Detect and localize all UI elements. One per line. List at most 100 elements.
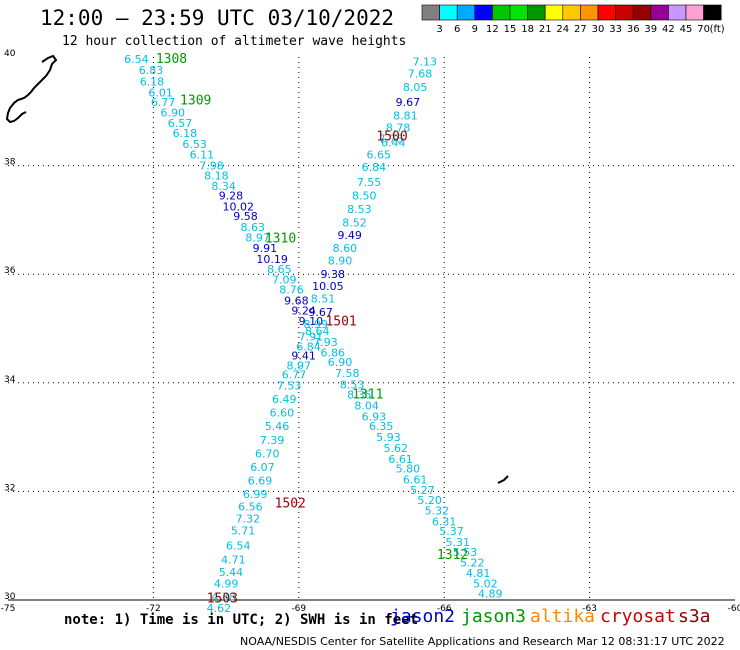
figure-title: 12:00 – 23:59 UTC 03/10/2022 bbox=[40, 6, 395, 30]
swh-value-label: 6.18 bbox=[140, 75, 165, 88]
colorbar-tick-label: 70 bbox=[697, 24, 710, 35]
swh-value-label: 5.44 bbox=[219, 566, 244, 579]
swh-value-label: 6.31 bbox=[432, 515, 457, 528]
swh-value-label: 8.60 bbox=[333, 242, 358, 255]
track-labels-layer: 1308 1309 1310 1311 1312 1500 1501 1502 1503 bbox=[156, 52, 468, 606]
coastline-island-dot bbox=[497, 475, 509, 484]
track-time-label: 1311 bbox=[352, 388, 383, 403]
colorbar-tick-label: 30 bbox=[592, 24, 605, 35]
swh-value-label: 6.90 bbox=[328, 356, 353, 369]
swh-value-label: 6.57 bbox=[168, 117, 193, 130]
swh-value-label: 7.98 bbox=[199, 160, 224, 173]
swh-value-label: 9.91 bbox=[253, 242, 278, 255]
colorbar-tick-label: 9 bbox=[472, 24, 478, 35]
colorbar-swatch bbox=[456, 4, 476, 21]
swh-value-label: 6.99 bbox=[243, 488, 268, 501]
colorbar-swatch bbox=[474, 4, 493, 21]
swh-value-label: 6.35 bbox=[369, 420, 394, 433]
swh-value-label: 6.60 bbox=[270, 407, 295, 420]
colorbar-swatch bbox=[509, 4, 528, 21]
swh-value-label: 9.67 bbox=[308, 306, 333, 319]
swh-value-label: 9.58 bbox=[233, 210, 258, 223]
colorbar-tick-label: 42 bbox=[662, 24, 675, 35]
swh-value-label: 9.67 bbox=[396, 96, 421, 109]
colorbar-swatch bbox=[650, 4, 669, 21]
swh-value-label: 9.10 bbox=[299, 315, 324, 328]
swh-value-label: 8.97 bbox=[245, 231, 270, 244]
swh-value-label: 8.05 bbox=[403, 81, 428, 94]
swh-value-label: 7.68 bbox=[408, 67, 433, 80]
swh-value-label: 7.58 bbox=[335, 367, 360, 380]
swh-colorbar: 3 6 9 12 15 18 21 24 27 30 33 36 39 42 45 70 (ft) bbox=[421, 4, 725, 35]
track-time-label: 1310 bbox=[265, 231, 296, 246]
swh-value-label: 9.28 bbox=[219, 189, 244, 202]
swh-value-label: 5.37 bbox=[439, 525, 464, 538]
colorbar-tick-label: 21 bbox=[539, 24, 552, 35]
satellite-legend-cryosat: cryosat bbox=[600, 606, 676, 627]
swh-value-label: 5.20 bbox=[417, 494, 442, 507]
swh-value-label: 10.19 bbox=[256, 253, 288, 266]
swh-value-label: 6.83 bbox=[139, 64, 164, 77]
colorbar-swatch bbox=[527, 4, 546, 21]
colorbar-swatch bbox=[421, 4, 440, 21]
swh-value-label: 9.68 bbox=[284, 294, 309, 307]
swh-value-label: 8.53 bbox=[340, 378, 365, 391]
lat-tick-label: 40 bbox=[4, 49, 16, 59]
swh-value-label: 7.55 bbox=[357, 176, 382, 189]
colorbar-swatch bbox=[439, 4, 458, 21]
swh-value-label: 5.02 bbox=[473, 578, 498, 591]
axis-tick-labels: -75 -72 -69 -66 -63 -60 40 38 36 34 32 30 bbox=[1, 49, 740, 614]
swh-value-label: 8.04 bbox=[354, 400, 379, 413]
colorbar-swatch bbox=[685, 4, 704, 21]
swh-value-label: 10.02 bbox=[222, 200, 254, 213]
colorbar-tick-label: 33 bbox=[609, 24, 622, 35]
swh-value-label: 5.27 bbox=[410, 484, 435, 497]
swh-value-label: 9.38 bbox=[320, 268, 345, 281]
colorbar-swatch bbox=[580, 4, 599, 21]
swh-value-label: 5.31 bbox=[446, 536, 471, 549]
swh-value-label: 8.99 bbox=[304, 318, 329, 331]
swh-value-label: 7.53 bbox=[277, 380, 302, 393]
colorbar-tick-label: 15 bbox=[504, 24, 517, 35]
lon-tick-label: -75 bbox=[1, 604, 16, 614]
swh-value-label: 8.35 bbox=[347, 389, 372, 402]
swh-value-label: 10.05 bbox=[312, 280, 344, 293]
swh-value-label: 4.71 bbox=[221, 553, 246, 566]
swh-value-label: 7.93 bbox=[313, 336, 338, 349]
swh-value-label: 6.90 bbox=[161, 106, 186, 119]
colorbar-tick-label: 18 bbox=[521, 24, 534, 35]
colorbar-swatch bbox=[492, 4, 511, 21]
satellite-legend-altika: altika bbox=[530, 606, 596, 627]
swh-value-label: 4.81 bbox=[466, 567, 491, 580]
swh-value-label: 6.84 bbox=[362, 161, 387, 174]
swh-value-label: 7.91 bbox=[299, 331, 324, 344]
swh-value-label: 8.81 bbox=[393, 110, 418, 123]
track-time-label: 1502 bbox=[275, 496, 306, 511]
colorbar-swatch bbox=[668, 4, 687, 21]
track-time-label: 1501 bbox=[325, 314, 356, 329]
colorbar-tick-label: 45 bbox=[680, 24, 693, 35]
colorbar-swatch bbox=[615, 4, 634, 21]
swh-value-label: 6.56 bbox=[238, 501, 263, 514]
swh-value-label: 8.64 bbox=[305, 325, 330, 338]
satellite-legend-jason3: jason3 bbox=[461, 606, 527, 627]
colorbar-tick-label: 6 bbox=[454, 24, 460, 35]
colorbar-swatch bbox=[597, 4, 616, 21]
swh-value-label: 6.49 bbox=[272, 393, 297, 406]
colorbar-swatch bbox=[544, 4, 564, 21]
lon-tick-label: -60 bbox=[728, 604, 740, 614]
swh-value-label: 6.61 bbox=[388, 453, 413, 466]
swh-value-label: 9.24 bbox=[291, 305, 316, 318]
satellite-legend-jason2: jason2 bbox=[390, 606, 456, 627]
swh-value-label: 6.77 bbox=[282, 369, 307, 382]
swh-value-label: 5.53 bbox=[453, 546, 478, 559]
figure-note: note: 1) Time is in UTC; 2) SWH is in fe… bbox=[64, 612, 419, 628]
colorbar-swatch bbox=[703, 4, 722, 21]
coastline bbox=[5, 54, 509, 484]
swh-value-label: 6.07 bbox=[250, 461, 275, 474]
swh-value-label: 5.32 bbox=[425, 504, 450, 517]
swh-value-label: 8.18 bbox=[204, 169, 229, 182]
lat-tick-label: 38 bbox=[4, 158, 16, 168]
